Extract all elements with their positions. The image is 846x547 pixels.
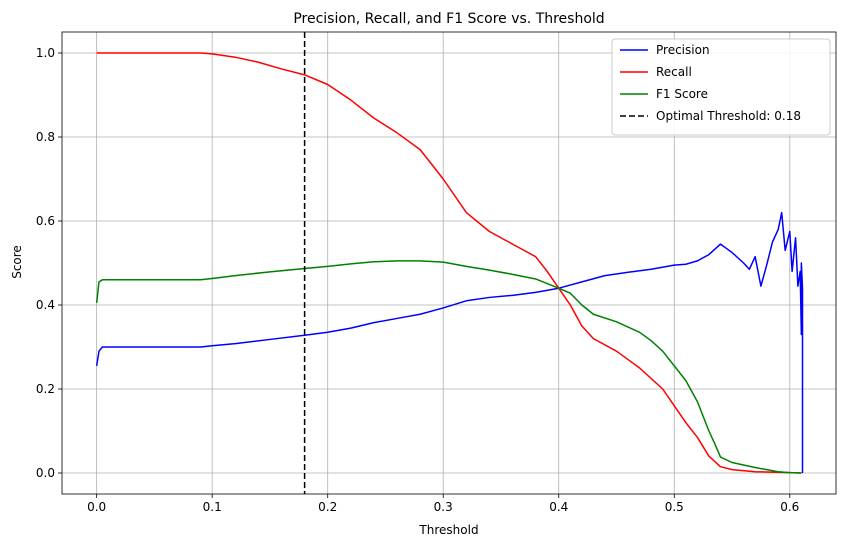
axes-frame (61, 31, 837, 495)
x-tick-label: 0.4 (549, 500, 568, 514)
legend-label: Precision (656, 43, 710, 57)
y-tick-label: 0.0 (36, 466, 55, 480)
series-line-recall (96, 52, 802, 474)
y-tick-label: 0.8 (36, 130, 55, 144)
legend-label: Recall (656, 65, 692, 79)
plot-area (95, 32, 804, 494)
x-axis-label: Threshold (418, 523, 478, 537)
y-tick-label: 0.2 (36, 382, 55, 396)
series-line-f1-score (95, 260, 802, 474)
x-tick-label: 0.6 (780, 500, 799, 514)
x-tick-label: 0.1 (203, 500, 222, 514)
x-tick-label: 0.3 (434, 500, 453, 514)
legend-label: Optimal Threshold: 0.18 (656, 109, 801, 123)
y-tick-label: 0.6 (36, 214, 55, 228)
y-tick-label: 0.4 (36, 298, 55, 312)
x-tick-label: 0.0 (87, 500, 106, 514)
axes: 0.0 0.1 0.2 0.3 0.4 0.5 0.6 0.0 0.2 0.4 0.6 0.8 1.0 (36, 31, 837, 514)
y-axis-label: Score (10, 245, 24, 279)
series-line-precision (95, 211, 804, 473)
x-tick-label: 0.2 (318, 500, 337, 514)
legend-label: F1 Score (656, 87, 708, 101)
x-tick-label: 0.5 (665, 500, 684, 514)
chart-title: Precision, Recall, and F1 Score vs. Thre… (293, 11, 604, 27)
y-tick-label: 1.0 (36, 46, 55, 60)
legend: Precision Recall F1 Score Optimal Threshold… (611, 38, 831, 136)
legend-box (611, 38, 831, 136)
grid (62, 32, 836, 494)
